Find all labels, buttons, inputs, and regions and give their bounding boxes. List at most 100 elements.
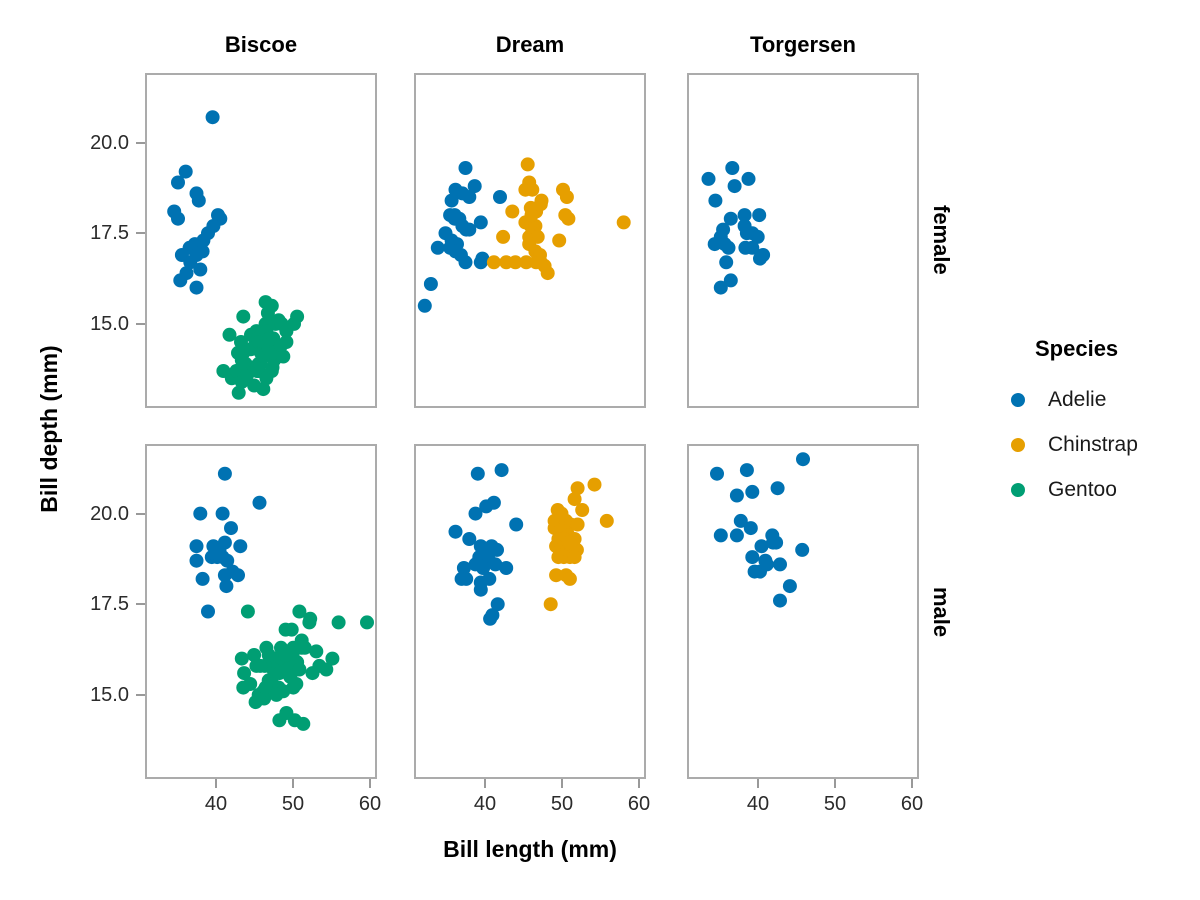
panel-dream-female [414,73,646,408]
y-tick-mark [136,323,145,325]
data-point-adelie [189,553,204,568]
y-tick-mark [136,603,145,605]
data-point-gentoo [305,666,320,681]
data-point-adelie [178,164,193,179]
y-tick-label: 20.0 [90,132,129,154]
facet-row-label-male: male [929,586,954,638]
data-point-adelie [759,557,774,572]
data-point-adelie [217,568,232,583]
data-point-adelie [499,561,514,575]
x-tick-mark [292,779,294,788]
data-point-gentoo [253,658,268,673]
data-point-adelie [713,280,728,295]
data-point-adelie [189,539,204,554]
x-tick-label: 60 [627,793,651,815]
x-tick-label: 40 [473,793,497,815]
data-point-adelie [210,546,225,561]
data-point-chinstrap [562,535,577,550]
data-point-adelie [224,521,238,536]
data-point-chinstrap [570,481,585,496]
data-point-gentoo [292,604,307,619]
facet-col-title-biscoe: Biscoe [224,32,298,57]
data-point-adelie [473,215,488,230]
data-point-adelie [493,190,507,204]
data-point-gentoo [258,680,273,695]
data-point-gentoo [303,611,318,626]
data-point-gentoo [289,677,304,691]
data-point-adelie [490,597,505,612]
x-tick-label: 40 [204,793,228,815]
data-point-adelie [458,255,473,270]
data-point-gentoo [279,706,294,720]
data-point-adelie [195,244,210,259]
data-point-gentoo [234,335,248,349]
data-point-adelie [470,466,485,481]
panel-torgersen-female [687,73,919,408]
data-point-gentoo [236,309,251,324]
data-point-adelie [171,175,185,190]
data-point-adelie [710,466,724,481]
x-tick-mark [757,779,759,788]
data-point-adelie [488,557,503,572]
data-point-chinstrap [587,477,602,492]
x-tick-label: 60 [900,793,924,815]
x-tick-mark [561,779,563,788]
data-point-adelie [423,277,438,291]
data-point-chinstrap [570,517,585,532]
data-point-adelie [490,542,504,557]
data-point-gentoo [236,680,251,695]
data-point-gentoo [279,335,294,349]
panel-border [145,444,377,779]
data-point-adelie [769,535,784,550]
data-point-adelie [745,240,760,255]
data-point-adelie [753,251,767,266]
data-point-adelie [509,517,524,532]
data-point-adelie [754,539,769,554]
data-point-adelie [494,463,509,478]
data-point-adelie [752,208,767,223]
data-point-adelie [458,161,473,175]
data-point-adelie [743,521,758,536]
x-tick-mark [834,779,836,788]
data-point-adelie [447,211,462,226]
data-point-adelie [467,179,482,194]
data-point-adelie [708,193,723,208]
panel-torgersen-male [687,444,919,779]
data-point-gentoo [237,666,252,681]
data-point-chinstrap [575,503,590,517]
data-point-chinstrap [520,157,535,172]
data-point-adelie [773,593,787,608]
data-point-gentoo [231,385,246,400]
data-point-adelie [479,499,494,514]
data-point-adelie [193,506,208,521]
data-point-adelie [796,452,810,467]
y-tick-label: 20.0 [90,503,129,525]
data-point-adelie [193,262,208,277]
data-point-gentoo [269,687,284,702]
data-point-adelie [462,190,477,204]
data-point-adelie [745,550,760,565]
data-point-gentoo [222,327,237,342]
data-point-adelie [462,532,477,546]
panel-border [414,444,646,779]
legend-item-chinstrap: Chinstrap [1005,431,1195,459]
x-tick-label: 50 [823,793,847,815]
data-point-gentoo [259,640,274,655]
data-point-gentoo [309,644,324,659]
data-point-adelie [733,513,748,528]
panel-biscoe-male [145,444,377,779]
data-point-gentoo [234,651,249,666]
x-tick-mark [215,779,217,788]
data-point-adelie [195,571,210,586]
data-point-adelie [444,193,459,208]
data-point-gentoo [256,382,271,397]
y-tick-label: 17.5 [90,222,129,244]
data-point-adelie [725,161,740,175]
data-point-chinstrap [519,255,534,270]
data-point-adelie [729,528,744,543]
data-point-adelie [231,568,245,583]
facet-col-title-torgersen: Torgersen [750,32,856,57]
y-tick-label: 15.0 [90,313,129,335]
data-point-gentoo [296,716,311,731]
